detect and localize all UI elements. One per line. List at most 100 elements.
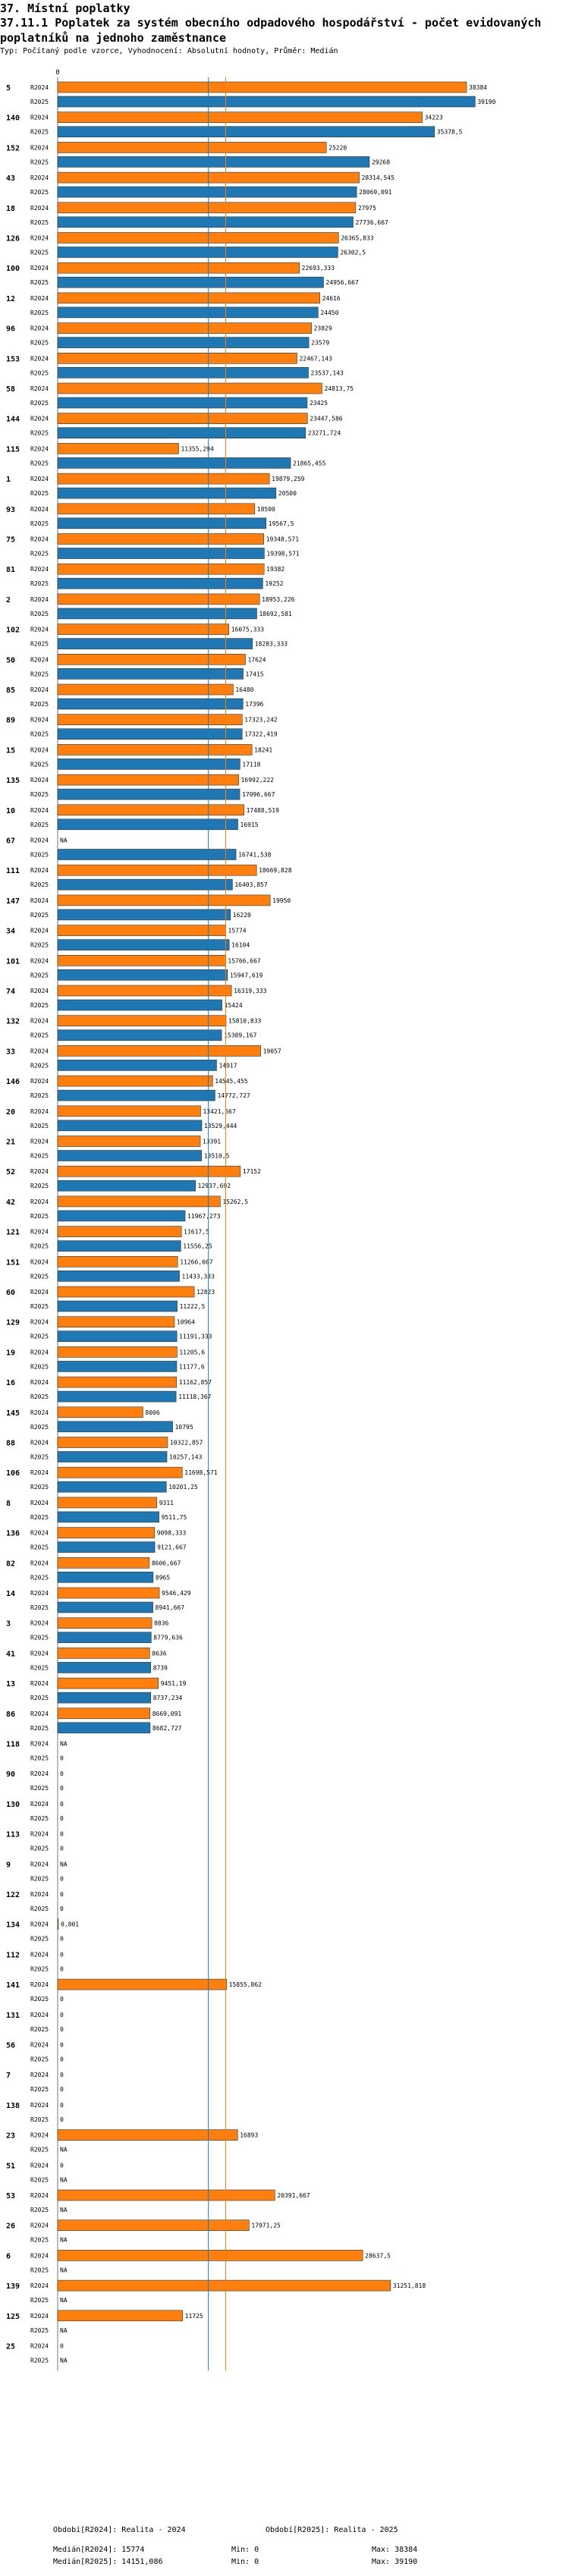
bar-r2025 [57,698,244,710]
bar-r2024 [57,955,226,966]
bar-r2025 [57,878,233,891]
series-label: R2025 [30,791,49,798]
group-label: 60 [6,1289,15,1297]
group-label: 122 [6,1891,20,1899]
data-label: 0 [60,1965,64,1972]
group-label: 152 [6,144,20,152]
group-label: 85 [6,686,15,695]
data-label: 11617,5 [184,1229,209,1236]
series-label: R2024 [30,2282,49,2289]
group-label: 43 [6,174,15,183]
series-label: R2024 [30,1620,49,1627]
data-label: 9311 [159,1500,174,1506]
series-label: R2024 [30,1741,49,1748]
data-label: 23425 [310,400,328,407]
group-label: 93 [6,506,15,514]
bar-r2024 [57,985,232,997]
data-label: 11355,294 [181,445,214,452]
bar-r2025 [57,337,310,348]
series-label: R2025 [30,671,49,677]
data-label: 0 [60,2042,64,2049]
bar-r2025 [57,1060,217,1071]
series-label: R2025 [30,1875,49,1882]
data-label: 18669,828 [259,867,292,874]
data-label: 10201,25 [168,1484,198,1491]
bar-r2025 [57,668,244,680]
group-label: 136 [6,1530,20,1538]
data-label: 10257,143 [169,1454,203,1461]
data-label: 13510,5 [204,1153,230,1160]
data-label: 9546,429 [162,1590,191,1597]
data-label: 35378,5 [437,129,463,136]
bar-r2024 [57,1346,178,1358]
bar-r2025 [57,1089,215,1101]
bar-r2024 [57,1256,178,1268]
series-label: R2024 [30,295,49,302]
bar-r2025 [57,276,324,288]
data-label: 17323,242 [244,717,278,724]
data-label: 17096,667 [242,791,275,798]
data-label: 39190 [477,99,495,105]
series-label: R2024 [30,1078,49,1085]
series-label: R2024 [30,686,49,693]
group-label: 144 [6,416,20,424]
bar-r2025 [57,608,257,620]
series-label: R2025 [30,852,49,859]
group-label: 113 [6,1831,20,1839]
bar-r2025 [57,1029,222,1041]
bar-r2025 [57,1632,152,1643]
bar-r2025 [57,759,240,770]
data-label: 10322,857 [170,1440,203,1447]
bar-r2024 [57,1165,241,1177]
data-label: 26365,833 [341,235,374,242]
series-label: R2025 [30,99,49,105]
series-label: R2025 [30,490,49,497]
data-label: 11967,273 [187,1213,221,1220]
group-label: 58 [6,385,15,394]
group-label: 130 [6,1801,20,1809]
bar-r2025 [57,577,263,589]
data-label: NA [60,2358,68,2364]
data-label: 15424 [225,1002,243,1009]
bar-r2024 [57,1617,152,1629]
series-label: R2025 [30,1484,49,1491]
bar-r2025 [57,1240,181,1252]
bar-r2025 [57,1451,168,1462]
bar-r2025 [57,1390,177,1403]
series-label: R2025 [30,250,49,256]
bar-r2025 [57,548,265,559]
bar-r2024 [57,1437,168,1448]
series-label: R2025 [30,2207,49,2213]
group-label: 33 [6,1048,15,1056]
data-label: 27975 [358,205,376,212]
series-label: R2025 [30,942,49,949]
group-label: 53 [6,2192,15,2201]
data-label: 11725 [185,2313,203,2320]
data-label: 8779,636 [153,1635,183,1641]
series-label: R2025 [30,641,49,648]
series-label: R2024 [30,717,49,724]
bar-r2025 [57,1210,186,1222]
bar-r2024 [57,653,246,665]
data-label: NA [60,2297,68,2304]
footer-period-2025: Období[R2025]: Realita - 2025 [266,2526,398,2534]
series-label: R2024 [30,1831,49,1838]
group-label: 90 [6,1770,15,1779]
bar-r2025 [57,1481,167,1493]
series-label: R2024 [30,1319,49,1326]
bar-r2024 [57,262,300,274]
data-label: 8941,667 [156,1604,185,1611]
series-label: R2025 [30,1996,49,2003]
data-label: 13421,667 [203,1108,236,1115]
data-label: 19252 [265,580,283,587]
data-label: 11433,333 [182,1273,215,1280]
series-label: R2025 [30,1183,49,1189]
bar-r2024 [57,1105,201,1117]
series-label: R2024 [30,84,49,91]
bar-r2024 [57,533,264,545]
data-label: 16220 [233,912,251,919]
data-label: 17488,519 [247,807,280,814]
series-label: R2025 [30,1755,49,1762]
group-label: 26 [6,2223,15,2231]
series-label: R2025 [30,369,49,376]
